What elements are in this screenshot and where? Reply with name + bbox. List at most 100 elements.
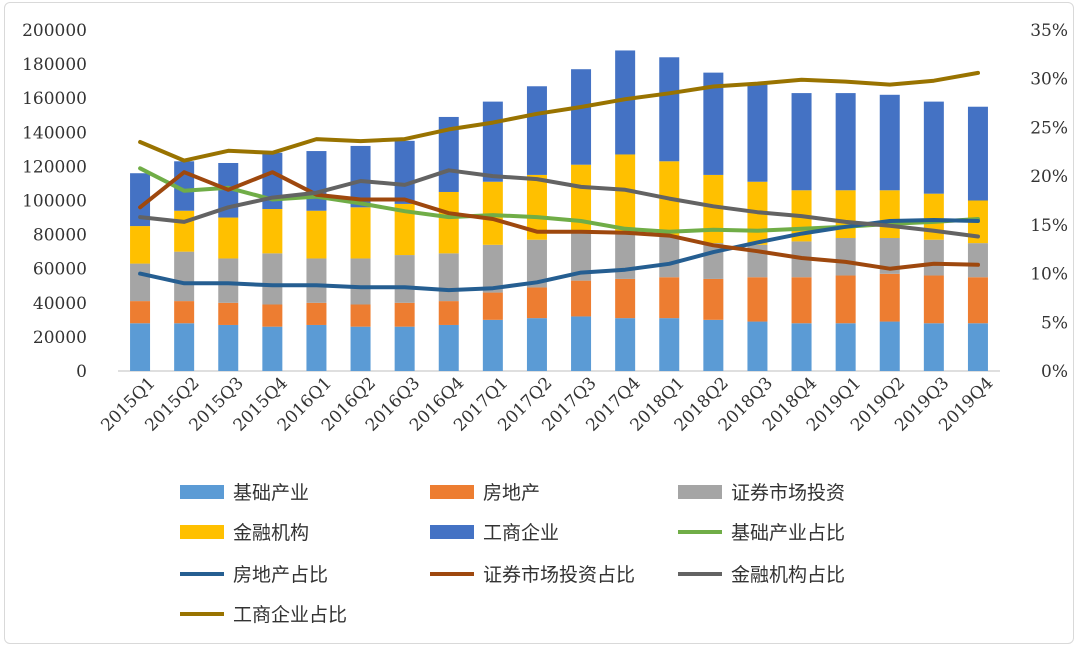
legend-label: 房地产	[483, 482, 540, 504]
bar-segment	[571, 280, 592, 317]
bar-segment	[703, 278, 724, 320]
bar-segment	[747, 321, 768, 371]
y-tick-label: 80000	[33, 226, 87, 246]
bar-segment	[791, 93, 812, 191]
bar-segment	[571, 69, 592, 165]
bar-segment	[526, 318, 547, 371]
bar-segment	[438, 253, 459, 302]
bar-segment	[615, 154, 636, 233]
y-tick-label: 140000	[22, 123, 87, 143]
y2-tick-label: 20%	[1030, 167, 1068, 187]
y2-tick-label: 10%	[1030, 265, 1068, 285]
bar-segment	[130, 323, 151, 371]
bar-segment	[262, 152, 283, 210]
bar-segment	[350, 326, 371, 371]
bar-segment	[482, 244, 503, 293]
bar-segment	[923, 101, 944, 194]
bar-segment	[218, 258, 239, 303]
bar-segment	[174, 251, 195, 302]
y2-tick-label: 15%	[1030, 216, 1068, 236]
bar-segment	[262, 304, 283, 327]
y2-tick-label: 30%	[1030, 70, 1068, 90]
bar-segment	[967, 323, 988, 371]
y-tick-label: 60000	[33, 260, 87, 280]
bar-segment	[615, 278, 636, 319]
bar-segment	[130, 226, 151, 264]
bar-segment	[482, 101, 503, 182]
bar-segment	[394, 140, 415, 204]
legend-swatch	[430, 485, 474, 499]
bar-segment	[659, 236, 680, 278]
bar-segment	[703, 243, 724, 279]
legend-label: 基础产业	[233, 482, 309, 504]
y-tick-label: 200000	[22, 21, 87, 41]
bar-segment	[571, 316, 592, 371]
bar-segment	[526, 287, 547, 319]
bar-segment	[923, 239, 944, 276]
y-tick-label: 100000	[22, 192, 87, 212]
bar-segment	[835, 93, 856, 191]
series-line	[138, 218, 980, 293]
legend-label: 证券市场投资	[731, 482, 845, 504]
bar-segment	[350, 304, 371, 327]
bar-segment	[130, 301, 151, 324]
bar-segment	[967, 277, 988, 324]
bar-segment	[306, 324, 327, 371]
legend-label: 基础产业占比	[731, 522, 845, 544]
y-tick-label: 40000	[33, 294, 87, 314]
bar-segment	[218, 217, 239, 259]
y2-tick-label: 25%	[1030, 118, 1068, 138]
bar-segment	[262, 209, 283, 254]
bar-segment	[703, 72, 724, 175]
bar-segment	[526, 86, 547, 175]
bar-segment	[394, 255, 415, 303]
legend-swatch	[430, 525, 474, 539]
bar-segment	[350, 207, 371, 259]
bar-segment	[218, 302, 239, 325]
bar-segment	[438, 301, 459, 325]
bar-segment	[879, 238, 900, 274]
bar-segment	[394, 203, 415, 256]
bar-segment	[879, 94, 900, 191]
y2-tick-label: 0%	[1041, 362, 1068, 382]
series-line	[138, 168, 980, 239]
bar-segment	[703, 174, 724, 244]
bar-segment	[306, 151, 327, 211]
bar-segment	[879, 273, 900, 322]
bar-segment	[526, 174, 547, 240]
bar-segment	[350, 258, 371, 305]
y-tick-label: 0	[76, 362, 87, 382]
y-tick-label: 160000	[22, 89, 87, 109]
bar-segment	[174, 323, 195, 371]
bar-segment	[438, 191, 459, 254]
legend-swatch	[180, 525, 224, 539]
bar-segment	[879, 321, 900, 371]
y-tick-label: 120000	[22, 157, 87, 177]
bar-segment	[835, 275, 856, 324]
bar-segment	[438, 324, 459, 371]
bar-segment	[835, 323, 856, 371]
legend-label: 金融机构	[233, 522, 309, 544]
bar-segment	[482, 319, 503, 371]
bar-segment	[571, 164, 592, 233]
bar-segment	[967, 106, 988, 201]
bar-segment	[835, 238, 856, 276]
bar-segment	[306, 210, 327, 259]
bar-segment	[394, 302, 415, 327]
bar-segment	[879, 190, 900, 239]
bar-segment	[923, 323, 944, 371]
bar-segment	[174, 210, 195, 252]
bar-segment	[747, 84, 768, 182]
bar-segment	[659, 318, 680, 371]
legend-swatch	[180, 485, 224, 499]
bar-segment	[967, 243, 988, 278]
bar-segment	[130, 173, 151, 227]
bar-segment	[174, 301, 195, 324]
bar-segment	[615, 50, 636, 155]
bar-segment	[130, 263, 151, 302]
bar-segment	[835, 190, 856, 239]
bar-segment	[306, 258, 327, 303]
bar-segment	[571, 232, 592, 281]
y-tick-label: 20000	[33, 328, 87, 348]
